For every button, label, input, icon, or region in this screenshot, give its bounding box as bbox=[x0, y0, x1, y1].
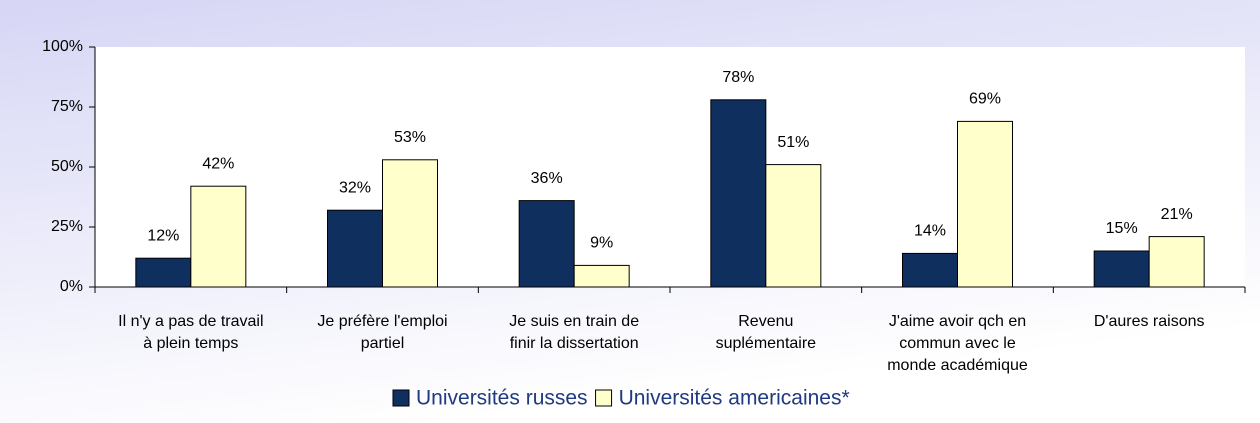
bar bbox=[190, 185, 247, 288]
bar bbox=[765, 164, 822, 288]
data-label: 51% bbox=[777, 134, 809, 151]
x-tick-label: monde académique bbox=[887, 357, 1028, 374]
data-label: 9% bbox=[590, 235, 613, 252]
data-label: 14% bbox=[914, 223, 946, 240]
legend-label: Universités americaines* bbox=[619, 387, 850, 410]
data-label: 12% bbox=[147, 227, 179, 244]
x-tick-label: suplémentaire bbox=[716, 335, 817, 352]
x-tick-label: Je suis en train de bbox=[509, 313, 639, 330]
bar bbox=[573, 264, 630, 288]
bar bbox=[1093, 250, 1150, 288]
x-tick-label: D'aures raisons bbox=[1094, 313, 1205, 330]
data-label: 42% bbox=[202, 155, 234, 172]
y-tick-label: 75% bbox=[51, 98, 83, 115]
bar bbox=[382, 159, 438, 288]
y-tick-label: 100% bbox=[42, 38, 83, 55]
y-tick-label: 25% bbox=[51, 218, 83, 235]
x-tick-label: finir la dissertation bbox=[510, 335, 639, 352]
data-label: 15% bbox=[1106, 220, 1138, 237]
legend-swatch bbox=[595, 389, 613, 407]
x-tick-label: commun avec le bbox=[899, 335, 1016, 352]
data-label: 69% bbox=[969, 91, 1001, 108]
legend-swatch bbox=[392, 389, 410, 407]
x-tick-label: J'aime avoir qch en bbox=[889, 313, 1026, 330]
data-label: 32% bbox=[339, 179, 371, 196]
y-tick-label: 0% bbox=[60, 278, 83, 295]
bar bbox=[518, 200, 575, 288]
x-tick-label: Il n'y a pas de travail bbox=[118, 313, 263, 330]
bar bbox=[1148, 236, 1205, 288]
x-tick-label: à plein temps bbox=[143, 335, 238, 352]
data-label: 36% bbox=[531, 170, 563, 187]
x-tick-label: partiel bbox=[361, 335, 405, 352]
y-tick-label: 50% bbox=[51, 158, 83, 175]
data-label: 21% bbox=[1161, 206, 1193, 223]
data-label: 78% bbox=[722, 69, 754, 86]
x-tick-label: Je préfère l'emploi bbox=[317, 313, 447, 330]
bar bbox=[710, 99, 767, 288]
bar bbox=[327, 209, 383, 288]
bar bbox=[902, 252, 958, 288]
x-tick-label: Revenu bbox=[738, 313, 793, 330]
legend-label: Universités russes bbox=[416, 387, 588, 410]
plot-area bbox=[95, 47, 1245, 287]
bar bbox=[957, 120, 1013, 288]
data-label: 53% bbox=[394, 129, 426, 146]
bar bbox=[135, 257, 192, 288]
